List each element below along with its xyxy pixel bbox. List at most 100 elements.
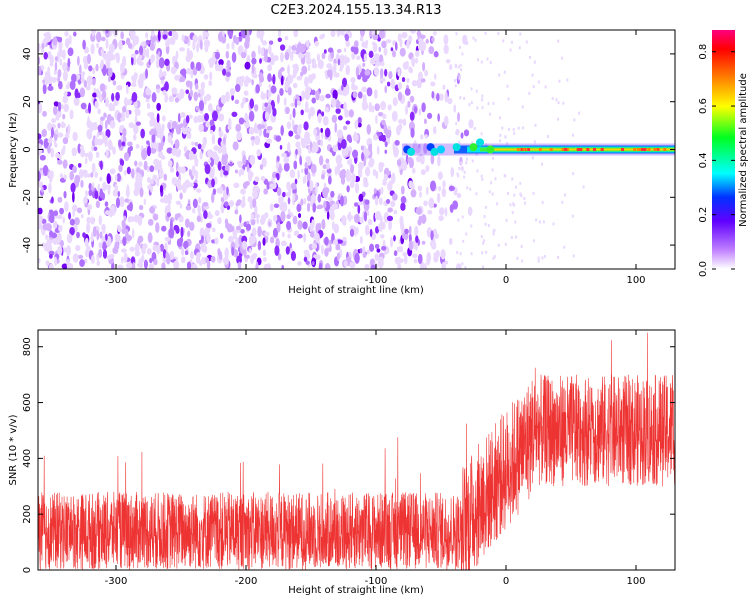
heatmap-noise-cell: [164, 237, 171, 242]
heatmap-noise-cell: [228, 236, 234, 243]
heatmap-noise-cell: [387, 125, 391, 131]
heatmap-noise-cell: [292, 72, 296, 79]
heatmap-noise-cell: [278, 253, 282, 261]
heatmap-noise-cell: [359, 35, 364, 42]
heatmap-noise-cell: [47, 122, 52, 131]
heatmap-noise-cell: [45, 243, 49, 250]
heatmap-noise-cell: [306, 156, 312, 166]
heatmap-sparse-cell: [481, 251, 484, 255]
heatmap-noise-cell: [416, 78, 421, 89]
heatmap-noise-cell: [100, 160, 103, 170]
heatmap-noise-cell: [410, 189, 417, 198]
heatmap-noise-cell: [162, 249, 167, 259]
heatmap-noise-cell: [191, 263, 198, 269]
heatmap-noise-cell: [311, 63, 318, 69]
heatmap-noise-cell: [345, 39, 350, 48]
heatmap-noise-cell: [50, 147, 55, 158]
heatmap-noise-cell: [198, 100, 204, 112]
heatmap-noise-cell: [67, 57, 71, 68]
heatmap-noise-cell: [149, 257, 153, 264]
heatmap-noise-cell: [383, 173, 388, 182]
spectrogram-x-label: Height of straight line (km): [288, 285, 424, 296]
heatmap-noise-cell: [267, 64, 272, 72]
heatmap-noise-cell: [349, 261, 356, 269]
heatmap-noise-cell: [229, 88, 235, 96]
heatmap-noise-cell: [364, 69, 371, 76]
heatmap-noise-cell: [192, 198, 198, 209]
heatmap-noise-cell: [207, 149, 214, 158]
heatmap-noise-cell: [185, 67, 192, 75]
heatmap-noise-cell: [84, 237, 89, 248]
heatmap-noise-cell: [280, 211, 286, 222]
heatmap-noise-cell: [301, 168, 304, 173]
heatmap-noise-cell: [158, 72, 163, 78]
heatmap-noise-cell: [199, 39, 203, 51]
heatmap-noise-cell: [135, 175, 139, 182]
heatmap-noise-cell: [47, 85, 54, 91]
heatmap-sparse-cell: [457, 174, 460, 178]
heatmap-noise-cell: [69, 109, 74, 120]
heatmap-noise-cell: [84, 249, 90, 258]
heatmap-sparse-cell: [572, 172, 575, 176]
heatmap-noise-cell: [95, 151, 100, 158]
heatmap-noise-cell: [290, 251, 296, 261]
heatmap-noise-cell: [351, 173, 357, 184]
heatmap-noise-cell: [397, 68, 401, 77]
heatmap-noise-cell: [161, 225, 167, 232]
heatmap-noise-cell: [357, 204, 361, 215]
heatmap-noise-cell: [251, 139, 255, 147]
heatmap-noise-cell: [187, 127, 192, 133]
heatmap-noise-cell: [42, 110, 47, 117]
heatmap-noise-cell: [127, 141, 133, 147]
heatmap-noise-cell: [224, 201, 229, 207]
heatmap-noise-cell: [287, 74, 292, 79]
heatmap-noise-cell: [300, 109, 304, 116]
heatmap-noise-cell: [49, 213, 55, 224]
heatmap-noise-cell: [110, 205, 116, 216]
heatmap-noise-cell: [149, 130, 155, 136]
heatmap-noise-cell: [138, 61, 144, 66]
heatmap-noise-cell: [91, 163, 96, 173]
heatmap-noise-cell: [112, 80, 117, 86]
spectrogram-ytick-label: 40: [22, 48, 33, 61]
heatmap-noise-cell: [269, 40, 274, 45]
heatmap-noise-cell: [248, 168, 252, 180]
heatmap-noise-cell: [161, 262, 166, 269]
heatmap-noise-cell: [304, 108, 310, 113]
heatmap-noise-cell: [330, 190, 335, 198]
heatmap-noise-cell: [59, 207, 64, 215]
heatmap-noise-cell: [441, 261, 446, 269]
heatmap-noise-cell: [216, 188, 222, 194]
heatmap-noise-cell: [384, 85, 388, 94]
heatmap-noise-cell: [138, 204, 144, 211]
heatmap-noise-cell: [354, 120, 359, 129]
heatmap-noise-cell: [280, 125, 284, 136]
heatmap-noise-cell: [251, 63, 255, 74]
heatmap-noise-cell: [262, 250, 267, 256]
heatmap-noise-cell: [367, 219, 373, 226]
heatmap-noise-cell: [62, 94, 68, 104]
heatmap-noise-cell: [162, 34, 168, 40]
heatmap-noise-cell: [174, 139, 180, 150]
snr-xtick-label: 100: [626, 576, 645, 587]
heatmap-noise-cell: [248, 248, 252, 254]
heatmap-noise-cell: [324, 49, 327, 54]
heatmap-noise-cell: [433, 254, 439, 263]
heatmap-noise-cell: [47, 138, 53, 144]
heatmap-noise-cell: [387, 81, 391, 87]
heatmap-noise-cell: [417, 253, 423, 265]
heatmap-noise-cell: [209, 119, 215, 127]
heatmap-noise-cell: [345, 120, 351, 125]
heatmap-noise-cell: [447, 97, 453, 105]
heatmap-sparse-cell: [484, 205, 487, 209]
heatmap-noise-cell: [268, 84, 272, 89]
heatmap-noise-cell: [92, 67, 96, 75]
heatmap-noise-cell: [385, 246, 390, 254]
heatmap-noise-cell: [67, 47, 74, 57]
heatmap-noise-cell: [254, 136, 261, 146]
heatmap-noise-cell: [450, 167, 454, 178]
heatmap-sparse-cell: [455, 32, 458, 36]
heatmap-noise-cell: [225, 71, 231, 77]
heatmap-sparse-cell: [532, 239, 535, 243]
heatmap-noise-cell: [95, 200, 101, 209]
